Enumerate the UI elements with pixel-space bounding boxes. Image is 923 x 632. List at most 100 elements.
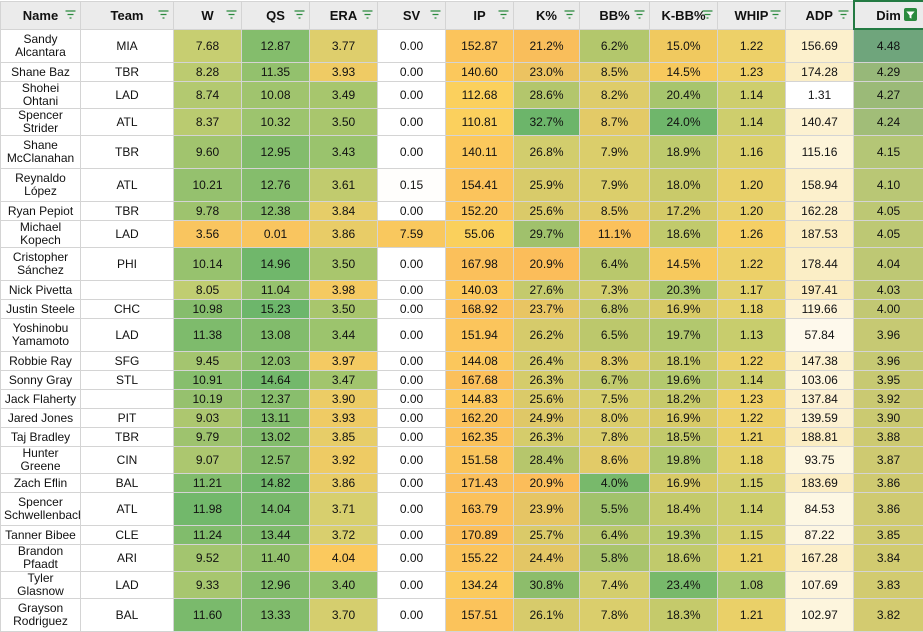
cell-kbb[interactable]: 14.5% (650, 63, 718, 82)
cell-name[interactable]: Justin Steele (1, 300, 81, 319)
column-header-team[interactable]: Team (81, 1, 174, 29)
cell-whip[interactable]: 1.22 (718, 248, 786, 281)
cell-qs[interactable]: 13.08 (242, 319, 310, 352)
cell-bb[interactable]: 7.4% (580, 572, 650, 599)
column-header-whip[interactable]: WHIP (718, 1, 786, 29)
cell-w[interactable]: 10.21 (174, 169, 242, 202)
cell-team[interactable]: BAL (81, 474, 174, 493)
cell-k[interactable]: 26.3% (514, 371, 580, 390)
cell-name[interactable]: Cristopher Sánchez (1, 248, 81, 281)
cell-w[interactable]: 11.60 (174, 599, 242, 632)
cell-era[interactable]: 3.93 (310, 409, 378, 428)
cell-w[interactable]: 11.24 (174, 526, 242, 545)
cell-k[interactable]: 20.9% (514, 248, 580, 281)
cell-ip[interactable]: 162.20 (446, 409, 514, 428)
cell-qs[interactable]: 15.23 (242, 300, 310, 319)
cell-team[interactable]: LAD (81, 572, 174, 599)
cell-k[interactable]: 23.7% (514, 300, 580, 319)
cell-era[interactable]: 3.98 (310, 281, 378, 300)
cell-era[interactable]: 3.93 (310, 63, 378, 82)
cell-team[interactable]: ATL (81, 109, 174, 136)
filter-icon[interactable] (634, 10, 645, 20)
cell-qs[interactable]: 0.01 (242, 221, 310, 248)
cell-whip[interactable]: 1.17 (718, 281, 786, 300)
cell-adp[interactable]: 167.28 (786, 545, 854, 572)
cell-kbb[interactable]: 23.4% (650, 572, 718, 599)
cell-sv[interactable]: 0.00 (378, 63, 446, 82)
cell-k[interactable]: 21.2% (514, 29, 580, 63)
column-header-ip[interactable]: IP (446, 1, 514, 29)
cell-qs[interactable]: 14.04 (242, 493, 310, 526)
cell-k[interactable]: 30.8% (514, 572, 580, 599)
cell-qs[interactable]: 11.40 (242, 545, 310, 572)
cell-bb[interactable]: 8.7% (580, 109, 650, 136)
column-header-kbb[interactable]: K-BB% (650, 1, 718, 29)
cell-adp[interactable]: 93.75 (786, 447, 854, 474)
cell-adp[interactable]: 84.53 (786, 493, 854, 526)
cell-qs[interactable]: 14.82 (242, 474, 310, 493)
cell-qs[interactable]: 12.96 (242, 572, 310, 599)
cell-dim[interactable]: 4.05 (854, 221, 923, 248)
filter-icon[interactable] (498, 10, 509, 20)
cell-w[interactable]: 8.28 (174, 63, 242, 82)
cell-kbb[interactable]: 20.4% (650, 82, 718, 109)
cell-bb[interactable]: 8.6% (580, 447, 650, 474)
cell-bb[interactable]: 6.8% (580, 300, 650, 319)
cell-whip[interactable]: 1.16 (718, 136, 786, 169)
filter-icon[interactable] (838, 10, 849, 20)
cell-team[interactable]: BAL (81, 599, 174, 632)
cell-k[interactable]: 28.4% (514, 447, 580, 474)
cell-team[interactable]: PIT (81, 409, 174, 428)
cell-ip[interactable]: 140.03 (446, 281, 514, 300)
cell-ip[interactable]: 110.81 (446, 109, 514, 136)
cell-name[interactable]: Shane Baz (1, 63, 81, 82)
column-header-bb[interactable]: BB% (580, 1, 650, 29)
cell-qs[interactable]: 13.02 (242, 428, 310, 447)
cell-w[interactable]: 9.79 (174, 428, 242, 447)
cell-kbb[interactable]: 16.9% (650, 300, 718, 319)
filter-icon[interactable] (702, 10, 713, 20)
cell-bb[interactable]: 8.3% (580, 352, 650, 371)
cell-dim[interactable]: 3.85 (854, 526, 923, 545)
cell-team[interactable]: MIA (81, 29, 174, 63)
cell-sv[interactable]: 0.00 (378, 202, 446, 221)
cell-qs[interactable]: 12.76 (242, 169, 310, 202)
cell-whip[interactable]: 1.22 (718, 409, 786, 428)
cell-w[interactable]: 10.98 (174, 300, 242, 319)
cell-qs[interactable]: 13.33 (242, 599, 310, 632)
cell-dim[interactable]: 4.05 (854, 202, 923, 221)
cell-team[interactable]: CLE (81, 526, 174, 545)
cell-adp[interactable]: 102.97 (786, 599, 854, 632)
filter-icon[interactable] (430, 10, 441, 20)
cell-sv[interactable]: 0.00 (378, 300, 446, 319)
cell-whip[interactable]: 1.20 (718, 202, 786, 221)
cell-dim[interactable]: 3.92 (854, 390, 923, 409)
cell-k[interactable]: 25.6% (514, 390, 580, 409)
cell-whip[interactable]: 1.18 (718, 300, 786, 319)
cell-k[interactable]: 25.6% (514, 202, 580, 221)
cell-sv[interactable]: 0.00 (378, 281, 446, 300)
cell-ip[interactable]: 167.98 (446, 248, 514, 281)
column-header-w[interactable]: W (174, 1, 242, 29)
cell-ip[interactable]: 140.60 (446, 63, 514, 82)
cell-team[interactable] (81, 281, 174, 300)
cell-w[interactable]: 9.07 (174, 447, 242, 474)
cell-sv[interactable]: 0.00 (378, 409, 446, 428)
cell-qs[interactable]: 12.38 (242, 202, 310, 221)
cell-adp[interactable]: 188.81 (786, 428, 854, 447)
cell-adp[interactable]: 103.06 (786, 371, 854, 390)
cell-team[interactable]: TBR (81, 202, 174, 221)
column-header-adp[interactable]: ADP (786, 1, 854, 29)
cell-bb[interactable]: 7.9% (580, 136, 650, 169)
cell-adp[interactable]: 162.28 (786, 202, 854, 221)
cell-sv[interactable]: 0.00 (378, 29, 446, 63)
